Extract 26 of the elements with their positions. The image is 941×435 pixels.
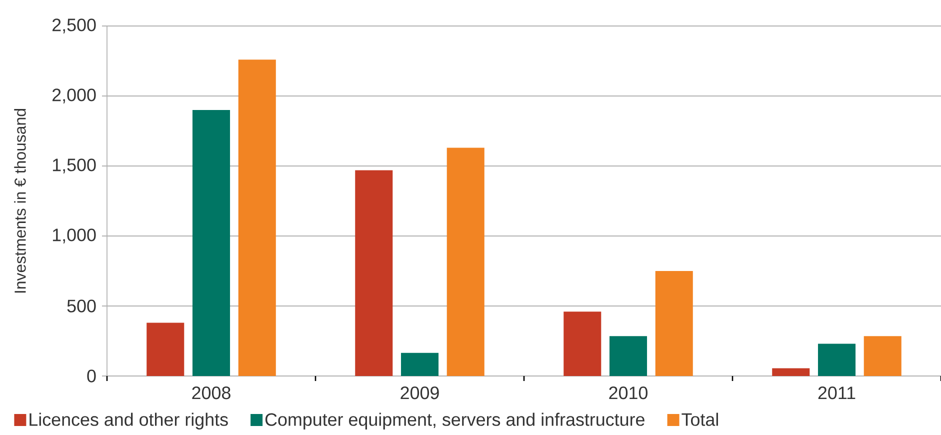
x-tick-label: 2011 [818,386,856,400]
legend-label: Computer equipment, servers and infrastructure [265,412,644,430]
bar [772,368,810,376]
x-tick-label: 2008 [192,386,230,400]
bar [400,352,439,376]
y-tick-label: 2,500 [52,18,96,34]
bar [192,110,230,376]
legend-label: Licences and other rights [30,412,228,430]
y-tick-label: 1,500 [52,158,96,174]
bar [146,322,184,376]
legend-label: Total [682,412,718,426]
y-tick-label: 0 [87,370,96,382]
x-tick-label: 2009 [400,386,439,400]
x-tick-label: 2010 [609,386,648,400]
bar [564,312,602,376]
bar [818,344,856,376]
y-tick-label: 500 [67,300,96,312]
y-tick-label: 1,000 [52,228,96,244]
bar [446,148,484,376]
bar [609,336,648,376]
y-tick-label: 2,000 [52,88,96,104]
y-axis-title: Investments in € thousand [14,109,26,293]
bar [355,170,393,376]
bar [655,271,693,376]
bar [864,336,902,376]
bar [238,60,276,376]
